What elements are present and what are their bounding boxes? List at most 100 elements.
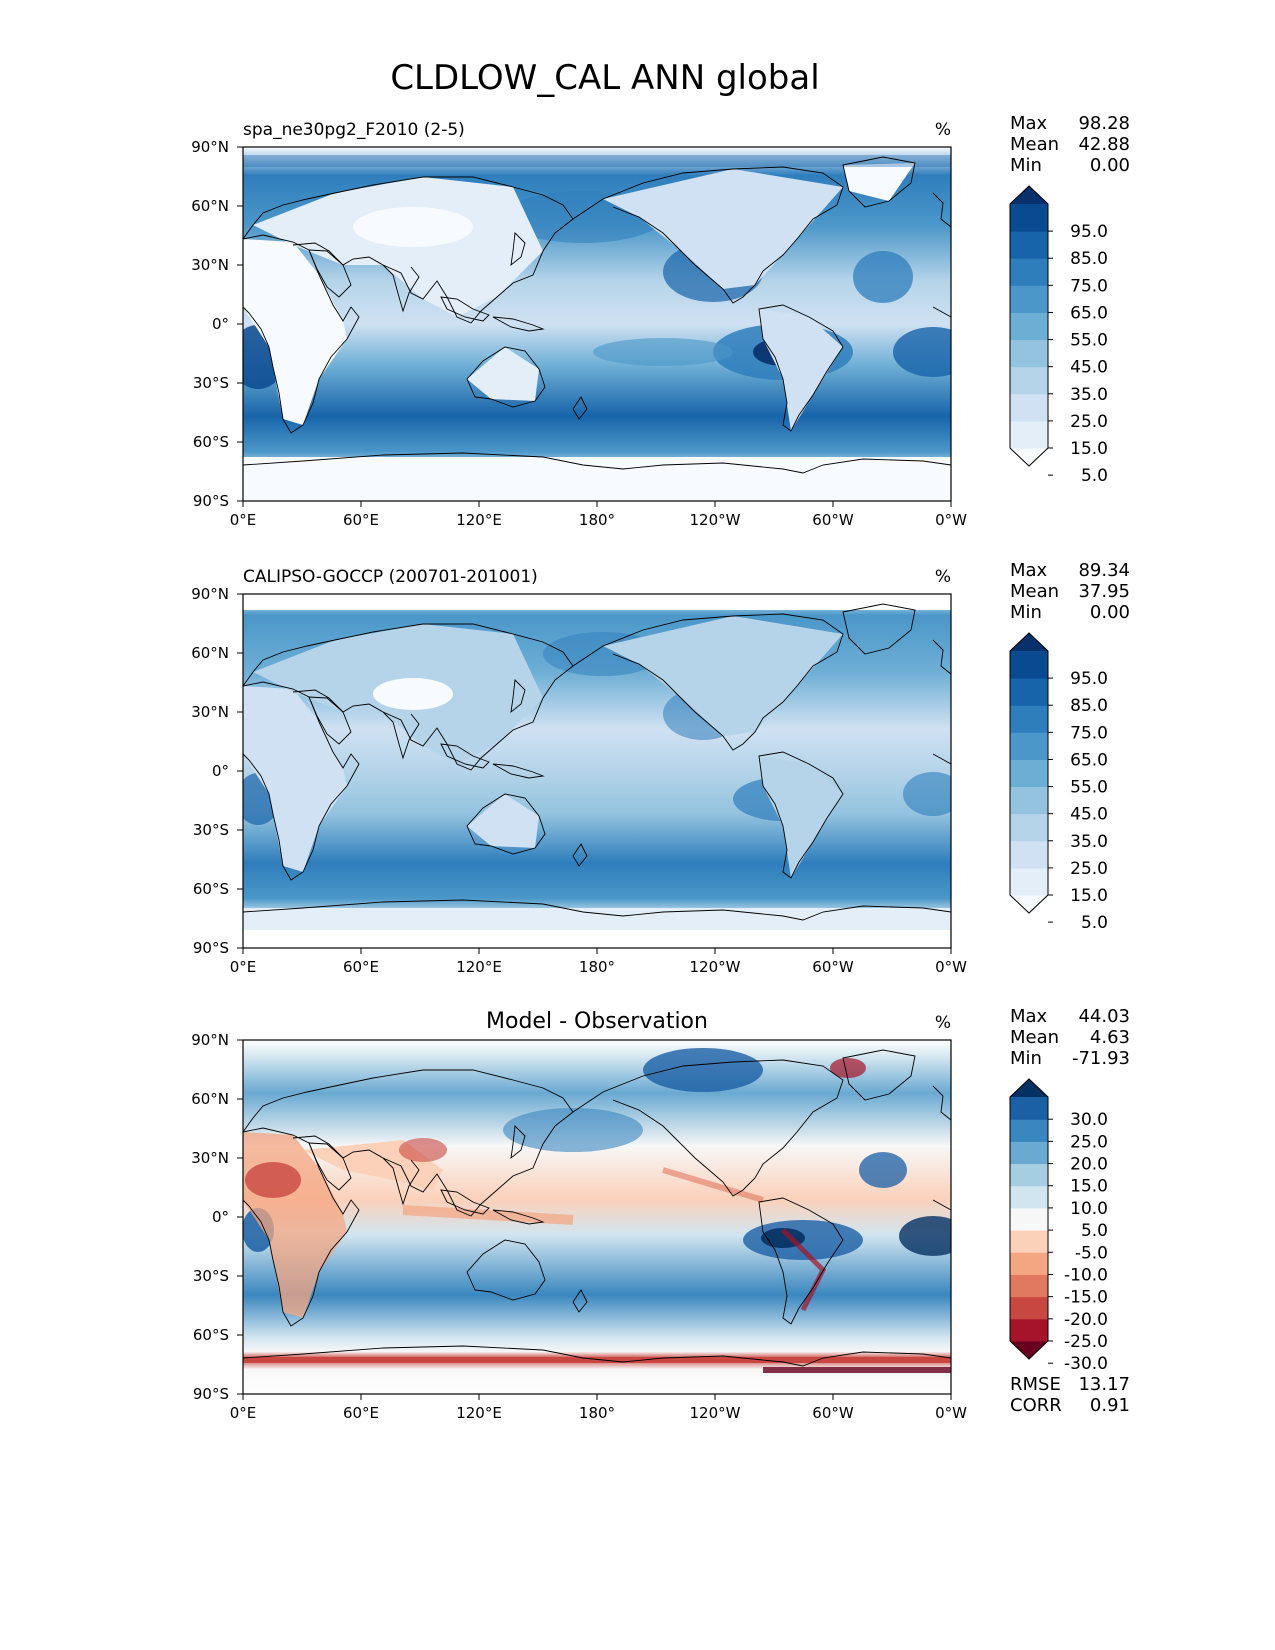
panel-diff: Model - Observation % 0°E 60°E 120°E 180° 1 [191,1009,967,1422]
x-tick-label: 0°W [935,511,967,529]
x-axis-ticks: 0°E 60°E 120°E 180° 120°W 60°W 0°W [230,948,967,976]
stat-mean-value: 42.88 [1078,134,1130,155]
y-tick-label: 90°N [191,1031,229,1049]
rmse-label: RMSE [1010,1374,1061,1395]
stat-max-value: 44.03 [1078,1006,1130,1027]
colorbar-tick-label: -20.0 [1064,1310,1108,1330]
panel-model: spa_ne30pg2_F2010 (2-5) % 0°E 60° [191,120,967,529]
colorbar-segment [1010,1097,1048,1120]
x-axis-ticks: 0°E 60°E 120°E 180° 120°W 60°W 0°W [230,1394,967,1422]
colorbar-segment [1010,204,1048,232]
corr-label: CORR [1010,1395,1062,1416]
panel-model-units: % [935,120,951,140]
colorbar-extend-max [1010,1079,1048,1097]
colorbar-tick-label: 25.0 [1070,412,1108,432]
colorbar-segment [1010,1252,1048,1275]
panel-model-stats: Max 98.28 Mean 42.88 Min 0.00 [1010,113,1130,176]
colorbar-obs: 95.0 85.0 75.0 65.0 55.0 45.0 35.0 25.0 15.0 5.0 [1009,632,1108,933]
colorbar-extend-max [1010,186,1048,204]
y-tick-label: 90°S [193,939,229,957]
y-tick-label: 0° [212,762,229,780]
y-tick-label: 60°N [191,1090,229,1108]
corr-value: 0.91 [1090,1395,1130,1416]
x-tick-label: 60°E [343,1404,379,1422]
x-tick-label: 180° [579,511,615,529]
colorbar-tick-label: 55.0 [1070,778,1108,798]
colorbar-tick-label: 85.0 [1070,249,1108,269]
colorbar-tick-label: 35.0 [1070,832,1108,852]
stat-min-value: 0.00 [1090,602,1130,623]
colorbar-segment [1010,651,1048,679]
x-tick-label: 60°E [343,511,379,529]
colorbar-tick-label: -15.0 [1064,1288,1108,1308]
x-tick-label: 120°E [456,958,502,976]
colorbar-tick-label: 25.0 [1070,859,1108,879]
colorbar-tick-label: -25.0 [1064,1332,1108,1352]
colorbar-segment [1010,1274,1048,1298]
stat-mean-label: Mean [1010,134,1059,155]
colorbar-segment [1010,1207,1048,1231]
y-tick-label: 30°N [191,256,229,274]
stat-max-label: Max [1010,113,1048,134]
y-tick-label: 30°S [193,821,229,839]
panel-diff-title: Model - Observation [486,1009,708,1034]
colorbar-tick-label: 5.0 [1081,913,1108,933]
y-axis-ticks: 90°N 60°N 30°N 0° 30°S 60°S 90°S [191,138,243,510]
panel-diff-stats: Max 44.03 Mean 4.63 Min -71.93 [1010,1006,1130,1069]
x-tick-label: 120°W [690,958,741,976]
stat-max-label: Max [1010,1006,1048,1027]
colorbar-segment [1010,1185,1048,1209]
x-tick-label: 60°E [343,958,379,976]
colorbar-extend-min [1010,1341,1048,1359]
figure-title: CLDLOW_CAL ANN global [390,58,819,98]
colorbar-model: 95.0 85.0 75.0 65.0 55.0 45.0 35.0 25.0 15.0 5.0 [1009,185,1108,486]
rmse-value: 13.17 [1078,1374,1130,1395]
x-tick-label: 0°W [935,1404,967,1422]
y-axis-ticks: 90°N 60°N 30°N 0° 30°S 60°S 90°S [191,585,243,957]
colorbar-segment [1010,285,1048,313]
map-field [243,1040,951,1394]
colorbar-tick-label: 55.0 [1070,331,1108,351]
x-tick-label: 0°E [230,511,257,529]
colorbar-diff: 30.025.0 20.015.010.05.0-5.0-10.0 -15.0-20… [1009,1078,1108,1374]
y-axis-ticks: 90°N 60°N 30°N 0° 30°S 60°S 90°S [191,1031,243,1403]
colorbar-segment [1010,312,1048,341]
y-tick-label: 60°S [193,880,229,898]
x-tick-label: 60°W [812,511,854,529]
y-tick-label: 0° [212,315,229,333]
stat-min-label: Min [1010,155,1042,176]
map-field [243,147,951,501]
colorbar-segment [1010,1296,1048,1320]
y-tick-label: 30°N [191,1149,229,1167]
colorbar-tick-label: 45.0 [1070,805,1108,825]
panel-model-title: spa_ne30pg2_F2010 (2-5) [243,120,465,140]
colorbar-segment [1010,258,1048,286]
x-tick-label: 60°W [812,1404,854,1422]
colorbar-tick-label: 35.0 [1070,385,1108,405]
colorbar-tick-label: 15.0 [1070,439,1108,459]
colorbar-tick-label: 45.0 [1070,358,1108,378]
y-tick-label: 90°S [193,1385,229,1403]
y-tick-label: 30°N [191,703,229,721]
colorbar-segment [1010,813,1048,842]
stat-max-label: Max [1010,560,1048,581]
stat-mean-value: 37.95 [1078,581,1130,602]
colorbar-tick-label: 15.0 [1070,1177,1108,1197]
colorbar-extend-min [1010,895,1048,913]
colorbar-segment [1010,393,1048,422]
y-tick-label: 60°S [193,433,229,451]
colorbar-segment [1010,732,1048,760]
colorbar-segment [1010,867,1048,896]
y-tick-label: 90°N [191,585,229,603]
stat-min-label: Min [1010,1048,1042,1069]
colorbar-tick-label: 30.0 [1070,1110,1108,1130]
colorbar-tick-label: -5.0 [1075,1243,1108,1263]
colorbar-extend-min [1010,448,1048,466]
colorbar-segment [1010,840,1048,869]
colorbar-tick-label: 85.0 [1070,696,1108,716]
colorbar-tick-label: 65.0 [1070,303,1108,323]
stat-mean-label: Mean [1010,1027,1059,1048]
colorbar-tick-label: 65.0 [1070,750,1108,770]
y-tick-label: 30°S [193,374,229,392]
error-stats: RMSE 13.17 CORR 0.91 [1010,1374,1130,1416]
